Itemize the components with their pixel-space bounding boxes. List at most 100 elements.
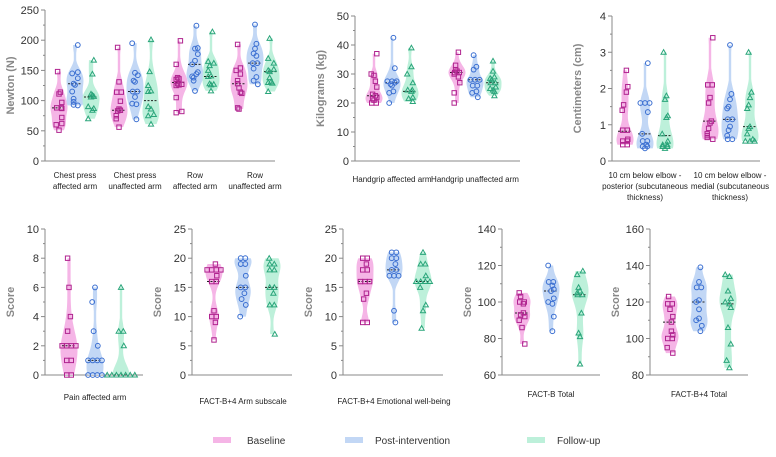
violin-group: [186, 22, 204, 94]
triangle-marker: [264, 78, 272, 85]
category-label: Chest press: [54, 171, 97, 180]
circle-marker: [727, 96, 733, 103]
circle-marker: [391, 307, 397, 314]
violin-group: [230, 41, 248, 112]
triangle-marker: [144, 87, 152, 95]
square-marker: [59, 114, 65, 121]
y-tick-label: 10: [174, 312, 186, 324]
category-label: FACT-B+4 Arm subscale: [199, 397, 287, 406]
circle-marker: [392, 261, 399, 267]
square-marker: [664, 344, 670, 351]
circle-marker: [727, 42, 733, 48]
violin-shape: [66, 45, 84, 106]
category-label: Chest press: [114, 171, 157, 180]
triangle-marker: [576, 360, 584, 367]
triangle-marker: [490, 73, 498, 80]
triangle-marker: [663, 142, 671, 149]
triangle-marker: [268, 79, 276, 86]
triangle-marker: [204, 57, 212, 64]
violin-shape: [126, 43, 144, 120]
circle-marker: [392, 319, 399, 326]
triangle-marker: [575, 329, 583, 336]
y-tick-label: 200: [21, 35, 39, 47]
square-marker: [68, 357, 74, 364]
y-tick-label: 20: [325, 253, 337, 265]
violin-shape: [701, 37, 719, 140]
y-tick-label: 6: [33, 282, 39, 294]
triangle-marker: [122, 371, 130, 378]
y-tick-label: 3: [600, 47, 606, 59]
circle-marker: [69, 70, 76, 77]
chart-panel: 0 10 20 30 40 50 Kilograms (kg) Handgrip affect…: [315, 11, 520, 184]
triangle-marker: [422, 301, 430, 308]
y-axis-label: Centimeters (cm): [572, 43, 584, 133]
triangle-marker: [489, 67, 497, 74]
circle-marker: [693, 317, 700, 324]
violin-group: [82, 56, 100, 122]
triangle-marker: [662, 113, 670, 120]
square-marker: [455, 74, 462, 80]
square-marker: [705, 100, 712, 106]
violin-group: [234, 255, 252, 320]
y-tick-label: 1: [600, 120, 606, 132]
circle-marker: [642, 145, 648, 152]
square-marker: [669, 301, 675, 307]
triangle-marker: [270, 301, 278, 308]
violin-group: [110, 44, 128, 130]
legend-swatch: [345, 437, 363, 443]
square-marker: [516, 290, 522, 296]
square-marker: [363, 261, 370, 267]
circle-marker: [253, 74, 260, 80]
circle-marker: [470, 52, 477, 59]
triangle-marker: [409, 79, 417, 86]
triangle-marker: [147, 105, 155, 112]
triangle-marker: [87, 93, 95, 100]
triangle-marker: [418, 324, 426, 331]
triangle-marker: [743, 104, 751, 111]
category-label: posterior (subcutaneous: [602, 182, 688, 191]
triangle-marker: [144, 81, 152, 88]
triangle-marker: [658, 130, 666, 137]
triangle-marker: [269, 289, 277, 296]
square-marker: [624, 141, 630, 148]
square-marker: [237, 89, 244, 95]
triangle-marker: [210, 59, 218, 66]
square-marker: [179, 81, 185, 87]
y-tick-label: 0: [331, 370, 337, 382]
square-marker: [117, 107, 124, 113]
square-marker: [213, 313, 220, 320]
circle-marker: [129, 40, 136, 47]
violin-shape: [383, 37, 401, 103]
y-tick-label: 50: [27, 126, 39, 138]
violin-shape: [414, 252, 432, 329]
square-marker: [117, 98, 124, 104]
violin-group: [542, 262, 560, 335]
triangle-marker: [746, 93, 754, 101]
y-tick-label: 140: [478, 224, 496, 236]
circle-marker: [696, 279, 702, 285]
violin-shape: [616, 70, 634, 145]
triangle-marker: [426, 277, 434, 285]
circle-marker: [387, 81, 394, 88]
y-tick-label: 0: [600, 156, 606, 168]
triangle-marker: [421, 260, 429, 267]
circle-marker: [549, 328, 556, 335]
chart-panel: 0 2 4 6 8 10 Score Pain affected arm: [5, 224, 143, 402]
circle-marker: [192, 45, 198, 52]
square-marker: [517, 293, 524, 300]
square-marker: [624, 138, 630, 144]
y-tick-label: 4: [33, 312, 39, 324]
y-tick-label: 50: [337, 11, 349, 23]
circle-marker: [134, 72, 141, 79]
circle-marker: [250, 77, 257, 84]
square-marker: [56, 127, 62, 133]
circle-marker: [242, 272, 249, 279]
violin-shape: [401, 47, 419, 102]
violin-group: [721, 42, 739, 143]
triangle-marker: [90, 56, 98, 63]
violin-group: [383, 34, 401, 106]
triangle-marker: [576, 287, 584, 294]
square-marker: [704, 134, 710, 141]
triangle-marker: [150, 110, 158, 117]
circle-marker: [639, 130, 646, 137]
